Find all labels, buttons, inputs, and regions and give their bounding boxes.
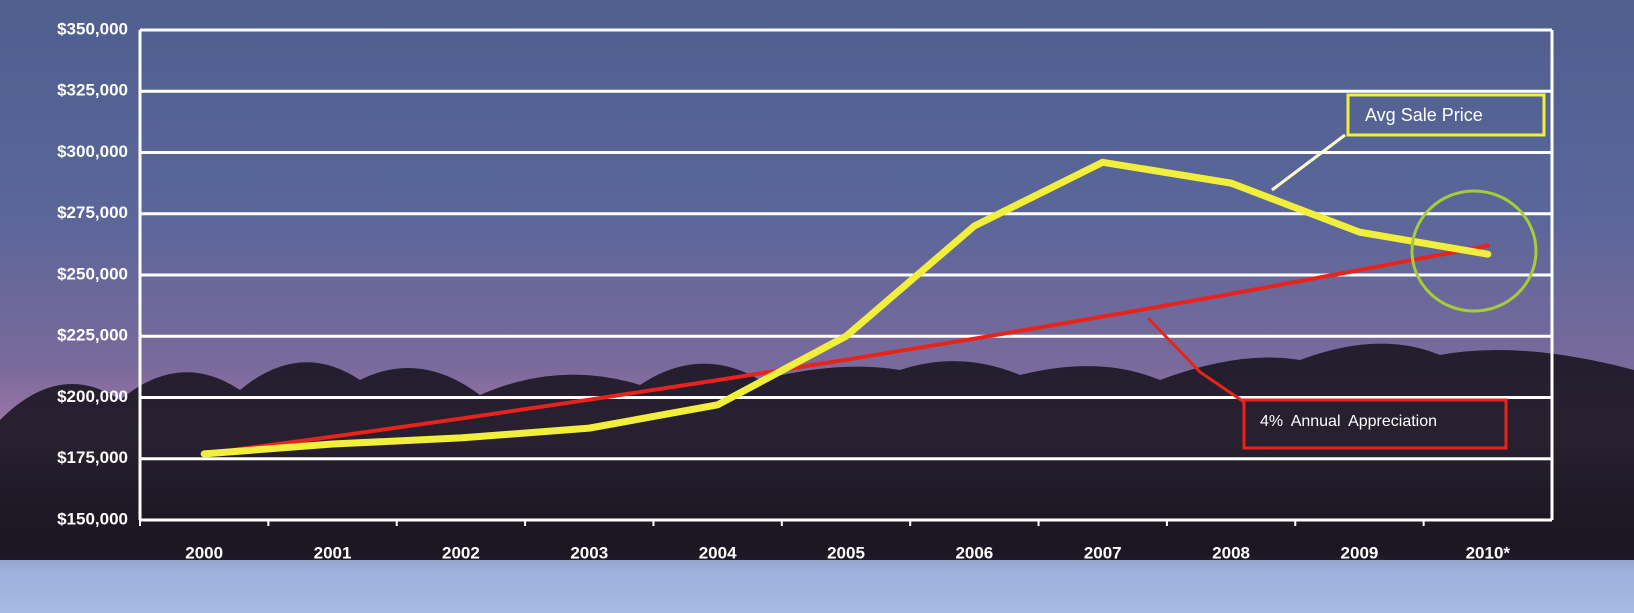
y-tick-label: $175,000 — [57, 448, 128, 467]
plot: $150,000 $175,000 $200,000 $225,000 $250,000… — [57, 19, 1554, 562]
y-tick-label: $325,000 — [57, 81, 128, 100]
y-tick-label: $300,000 — [57, 142, 128, 161]
connector — [1271, 133, 1346, 192]
highlight-circle — [1410, 189, 1538, 313]
connector — [1146, 316, 1245, 404]
y-tick-label: $150,000 — [57, 509, 128, 528]
x-tick-label: 2004 — [699, 543, 737, 562]
snow — [0, 560, 1634, 613]
x-tick-label: 2009 — [1341, 543, 1379, 562]
x-tick-label: 2002 — [442, 543, 480, 562]
annotation-box — [1346, 93, 1546, 137]
y-tick-label: $200,000 — [57, 387, 128, 406]
annotation: 4% Annual Appreciation — [1260, 413, 1437, 430]
series-line — [200, 158, 1492, 458]
x-tick-label: 2000 — [185, 543, 223, 562]
x-tick-label: 2008 — [1212, 543, 1250, 562]
x-tick-label: 2006 — [955, 543, 993, 562]
x-tick-label: 2003 — [570, 543, 608, 562]
annotation: Avg Sale Price — [1365, 105, 1483, 125]
y-tick-label: $275,000 — [57, 203, 128, 222]
x-tick-label: 2005 — [827, 543, 865, 562]
annotation-box — [1242, 398, 1508, 450]
x-tick-label: 2007 — [1084, 543, 1122, 562]
y-tick-label: $350,000 — [57, 19, 128, 38]
y-tick-label: $250,000 — [57, 264, 128, 283]
x-tick-label: 2010* — [1466, 543, 1511, 562]
x-tick-label: 2001 — [314, 543, 352, 562]
series-line — [202, 243, 1490, 456]
y-tick-label: $225,000 — [57, 326, 128, 345]
